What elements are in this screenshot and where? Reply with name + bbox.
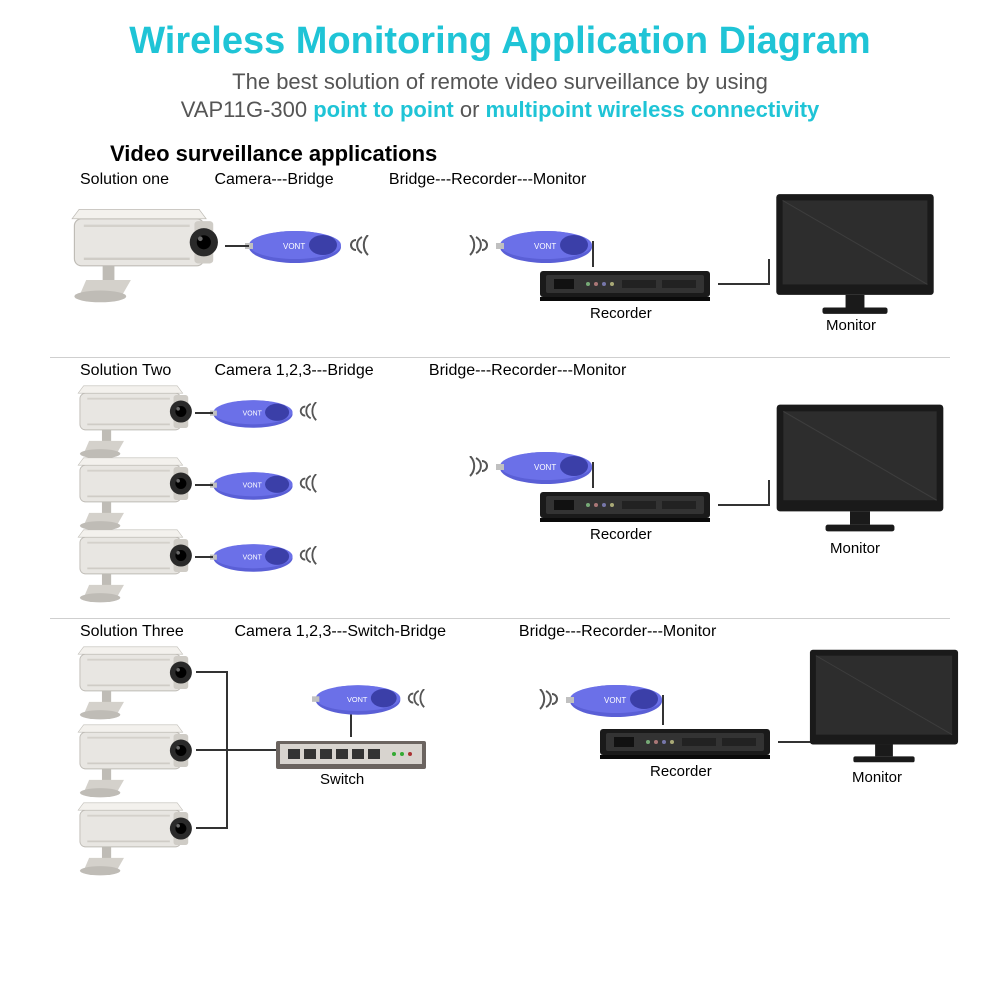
camera-icon [70,723,200,801]
solution-3-labels: Solution Three Camera 1,2,3---Switch-Bri… [80,623,1000,641]
monitor-label: Monitor [826,317,876,334]
recorder-icon [530,263,720,305]
bridge-icon [566,683,666,719]
solution-1-name: Solution one [80,171,210,189]
solution-1-labels: Solution one Camera---Bridge Bridge---Re… [80,171,1000,189]
divider [50,618,950,619]
subtitle-line2: VAP11G-300 point to point or multipoint … [0,97,1000,123]
wifi-icon [346,235,372,257]
bridge-icon [210,398,296,430]
monitor-icon [770,400,950,536]
recorder-label: Recorder [650,763,712,780]
cable [195,484,213,486]
solution-1-diagram: Recorder Monitor [0,189,1000,349]
switch-icon [276,735,426,773]
subtitle-line1: The best solution of remote video survei… [0,69,1000,95]
bridge-icon [496,450,596,486]
solution-3-right: Bridge---Recorder---Monitor [519,623,716,641]
bridge-icon [210,470,296,502]
recorder-icon [530,484,720,526]
cable [196,827,226,829]
cable [195,556,213,558]
camera-icon [70,384,200,462]
recorder-label: Recorder [590,526,652,543]
bridge-icon [496,229,596,265]
bridge-icon [245,229,345,265]
cable [195,412,213,414]
camera-icon [70,456,200,534]
wifi-icon [296,402,320,422]
recorder-label: Recorder [590,305,652,322]
subtitle-prefix: VAP11G-300 [181,97,313,122]
wifi-icon [296,474,320,494]
solution-3-name: Solution Three [80,623,230,641]
cable [225,245,249,247]
cable [196,671,226,673]
monitor-icon [804,645,964,767]
cable [226,749,280,751]
subtitle-highlight-1: point to point [313,97,454,122]
solution-2-labels: Solution Two Camera 1,2,3---Bridge Bridg… [80,362,1000,380]
camera-icon [70,801,200,879]
switch-label: Switch [320,771,364,788]
solution-2-diagram: Recorder Monitor [0,380,1000,610]
page-title: Wireless Monitoring Application Diagram [0,0,1000,63]
subtitle-mid: or [454,97,486,122]
cable [718,283,770,285]
wifi-icon [404,689,428,709]
camera-icon [70,645,200,723]
cable [196,749,226,751]
monitor-label: Monitor [830,540,880,557]
wifi-icon [536,689,562,711]
camera-icon [60,207,230,307]
section-heading: Video surveillance applications [110,141,1000,167]
solution-3-left: Camera 1,2,3---Switch-Bridge [234,623,514,641]
solution-2-name: Solution Two [80,362,210,380]
bridge-icon [210,542,296,574]
bridge-icon [312,683,404,717]
solution-1-right: Bridge---Recorder---Monitor [389,171,586,189]
monitor-label: Monitor [852,769,902,786]
divider [50,357,950,358]
recorder-icon [590,721,780,763]
camera-icon [70,528,200,606]
wifi-icon [466,235,492,257]
subtitle-highlight-2: multipoint wireless connectivity [486,97,820,122]
solution-3-diagram: Switch Recorder Monitor [0,641,1000,901]
solution-1-left: Camera---Bridge [214,171,384,189]
wifi-icon [466,456,492,478]
wifi-icon [296,546,320,566]
monitor-icon [770,189,940,319]
solution-2-right: Bridge---Recorder---Monitor [429,362,626,380]
solution-2-left: Camera 1,2,3---Bridge [214,362,424,380]
cable [718,504,770,506]
